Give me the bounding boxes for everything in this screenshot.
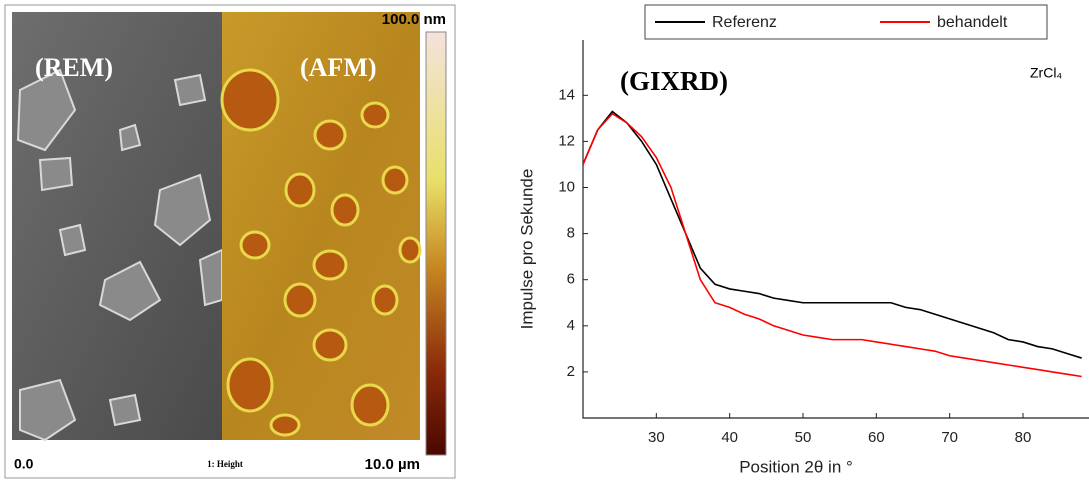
- data-line: [582, 110, 1082, 359]
- y-tick-label: 6: [567, 271, 575, 288]
- afm-label: (AFM): [300, 53, 377, 82]
- x-tick-label: 40: [721, 429, 738, 446]
- rem-crystals: [16, 68, 223, 442]
- channel-label: 1: Height: [207, 459, 243, 469]
- size-label: 10.0 µm: [365, 456, 420, 473]
- y-axis-title: Impulse pro Sekunde: [517, 169, 536, 330]
- data-line: [582, 112, 1082, 378]
- scale-min: 0.0: [14, 456, 34, 472]
- scale-max: 100.0 nm: [382, 11, 446, 28]
- x-tick-label: 60: [868, 429, 885, 446]
- x-axis-title: Position 2θ in °: [739, 457, 853, 476]
- y-tick-label: 4: [567, 317, 575, 334]
- rem-label: (REM): [35, 53, 113, 82]
- color-bar: [425, 31, 447, 456]
- legend-box: [644, 4, 1048, 40]
- legend-label: Referenz: [712, 14, 777, 31]
- axis-line: [582, 40, 1089, 419]
- image-panel: 100.0 nm (REM) (AFM) 0.0 1: Height 10.0 …: [4, 4, 456, 479]
- y-tick-label: 12: [558, 132, 575, 149]
- y-tick-label: 8: [567, 225, 575, 242]
- x-tick-label: 30: [648, 429, 665, 446]
- chart: 2 4 6 8 10 12 14 30 40 50 60 70 80 Position 2θ in ° Im…: [517, 4, 1089, 476]
- y-tick-label: 2: [567, 363, 575, 380]
- y-tick-label: 14: [558, 86, 575, 103]
- x-tick-label: 70: [941, 429, 958, 446]
- legend-label: behandelt: [937, 14, 1008, 31]
- annotation: (GIXRD): [620, 66, 728, 96]
- afm-grains: [220, 68, 422, 437]
- annotation: ZrCl₄: [1030, 65, 1062, 81]
- y-tick-label: 10: [558, 178, 575, 195]
- x-tick-label: 50: [795, 429, 812, 446]
- x-tick-label: 80: [1015, 429, 1032, 446]
